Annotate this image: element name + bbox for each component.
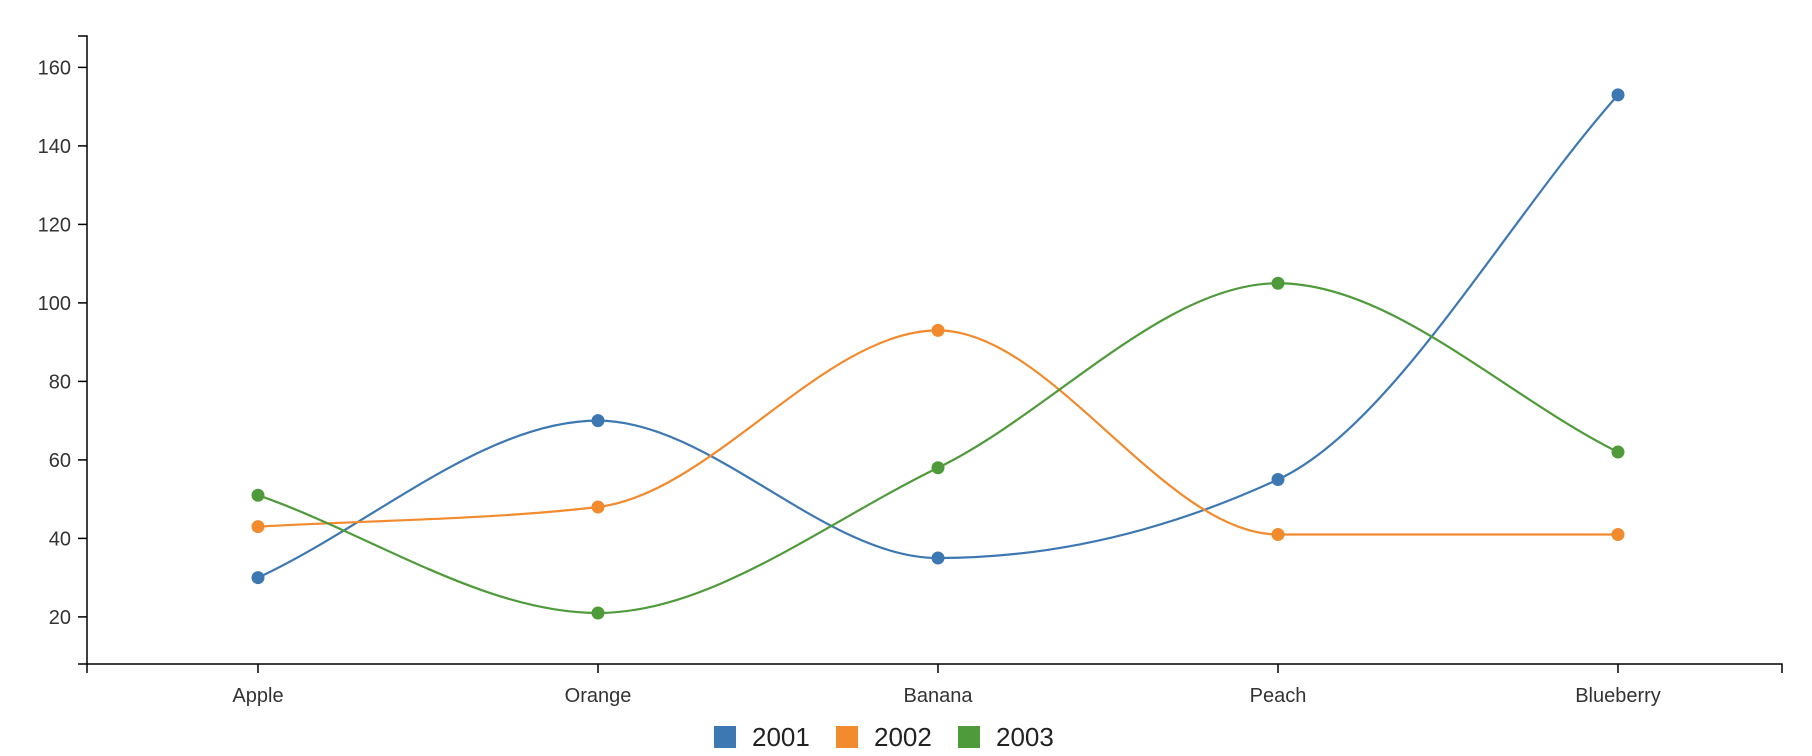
- data-point-2003-apple[interactable]: [251, 488, 265, 502]
- data-point-2003-banana[interactable]: [931, 461, 945, 475]
- y-tick-label: 160: [38, 57, 71, 79]
- data-point-2001-blueberry[interactable]: [1611, 88, 1625, 102]
- x-tick-label: Blueberry: [1575, 685, 1661, 707]
- x-tick-label: Banana: [904, 685, 974, 707]
- y-tick-label: 120: [38, 214, 71, 236]
- series-line-2002: [257, 329, 1618, 536]
- x-axis-line: [86, 663, 1783, 673]
- y-tick-label: 140: [38, 136, 71, 158]
- legend: 2001 2002 2003: [714, 722, 1054, 752]
- y-tick-label: 100: [38, 293, 71, 315]
- y-axis-line: [78, 35, 88, 665]
- data-point-2001-peach[interactable]: [1271, 473, 1285, 487]
- x-tick-label: Apple: [232, 685, 283, 707]
- data-point-2001-orange[interactable]: [591, 414, 605, 428]
- data-point-2003-orange[interactable]: [591, 606, 605, 620]
- legend-label-2002: 2002: [874, 722, 932, 752]
- x-axis: Apple Orange Banana Peach Blueberry: [86, 663, 1783, 707]
- data-point-2003-peach[interactable]: [1271, 276, 1285, 290]
- data-point-2002-blueberry[interactable]: [1611, 527, 1625, 541]
- data-point-2001-banana[interactable]: [931, 551, 945, 565]
- data-point-2002-orange[interactable]: [591, 500, 605, 514]
- y-tick-label: 20: [49, 607, 71, 629]
- y-axis: 20 40 60 80 100 120 140 160: [38, 35, 88, 665]
- y-tick-label: 40: [49, 528, 71, 550]
- data-point-2003-blueberry[interactable]: [1611, 445, 1625, 459]
- data-point-2001-apple[interactable]: [251, 571, 265, 585]
- data-point-2002-apple[interactable]: [251, 520, 265, 534]
- x-tick-label: Peach: [1250, 685, 1307, 707]
- series-points: [251, 88, 1625, 620]
- y-tick-label: 80: [49, 371, 71, 393]
- x-tick-label: Orange: [565, 685, 632, 707]
- legend-swatch-2001: [714, 726, 736, 748]
- y-tick-label: 60: [49, 450, 71, 472]
- legend-label-2001: 2001: [752, 722, 810, 752]
- data-point-2002-peach[interactable]: [1271, 527, 1285, 541]
- legend-label-2003: 2003: [996, 722, 1054, 752]
- data-point-2002-banana[interactable]: [931, 323, 945, 337]
- series-lines: [257, 94, 1619, 615]
- legend-swatch-2003: [958, 726, 980, 748]
- legend-swatch-2002: [836, 726, 858, 748]
